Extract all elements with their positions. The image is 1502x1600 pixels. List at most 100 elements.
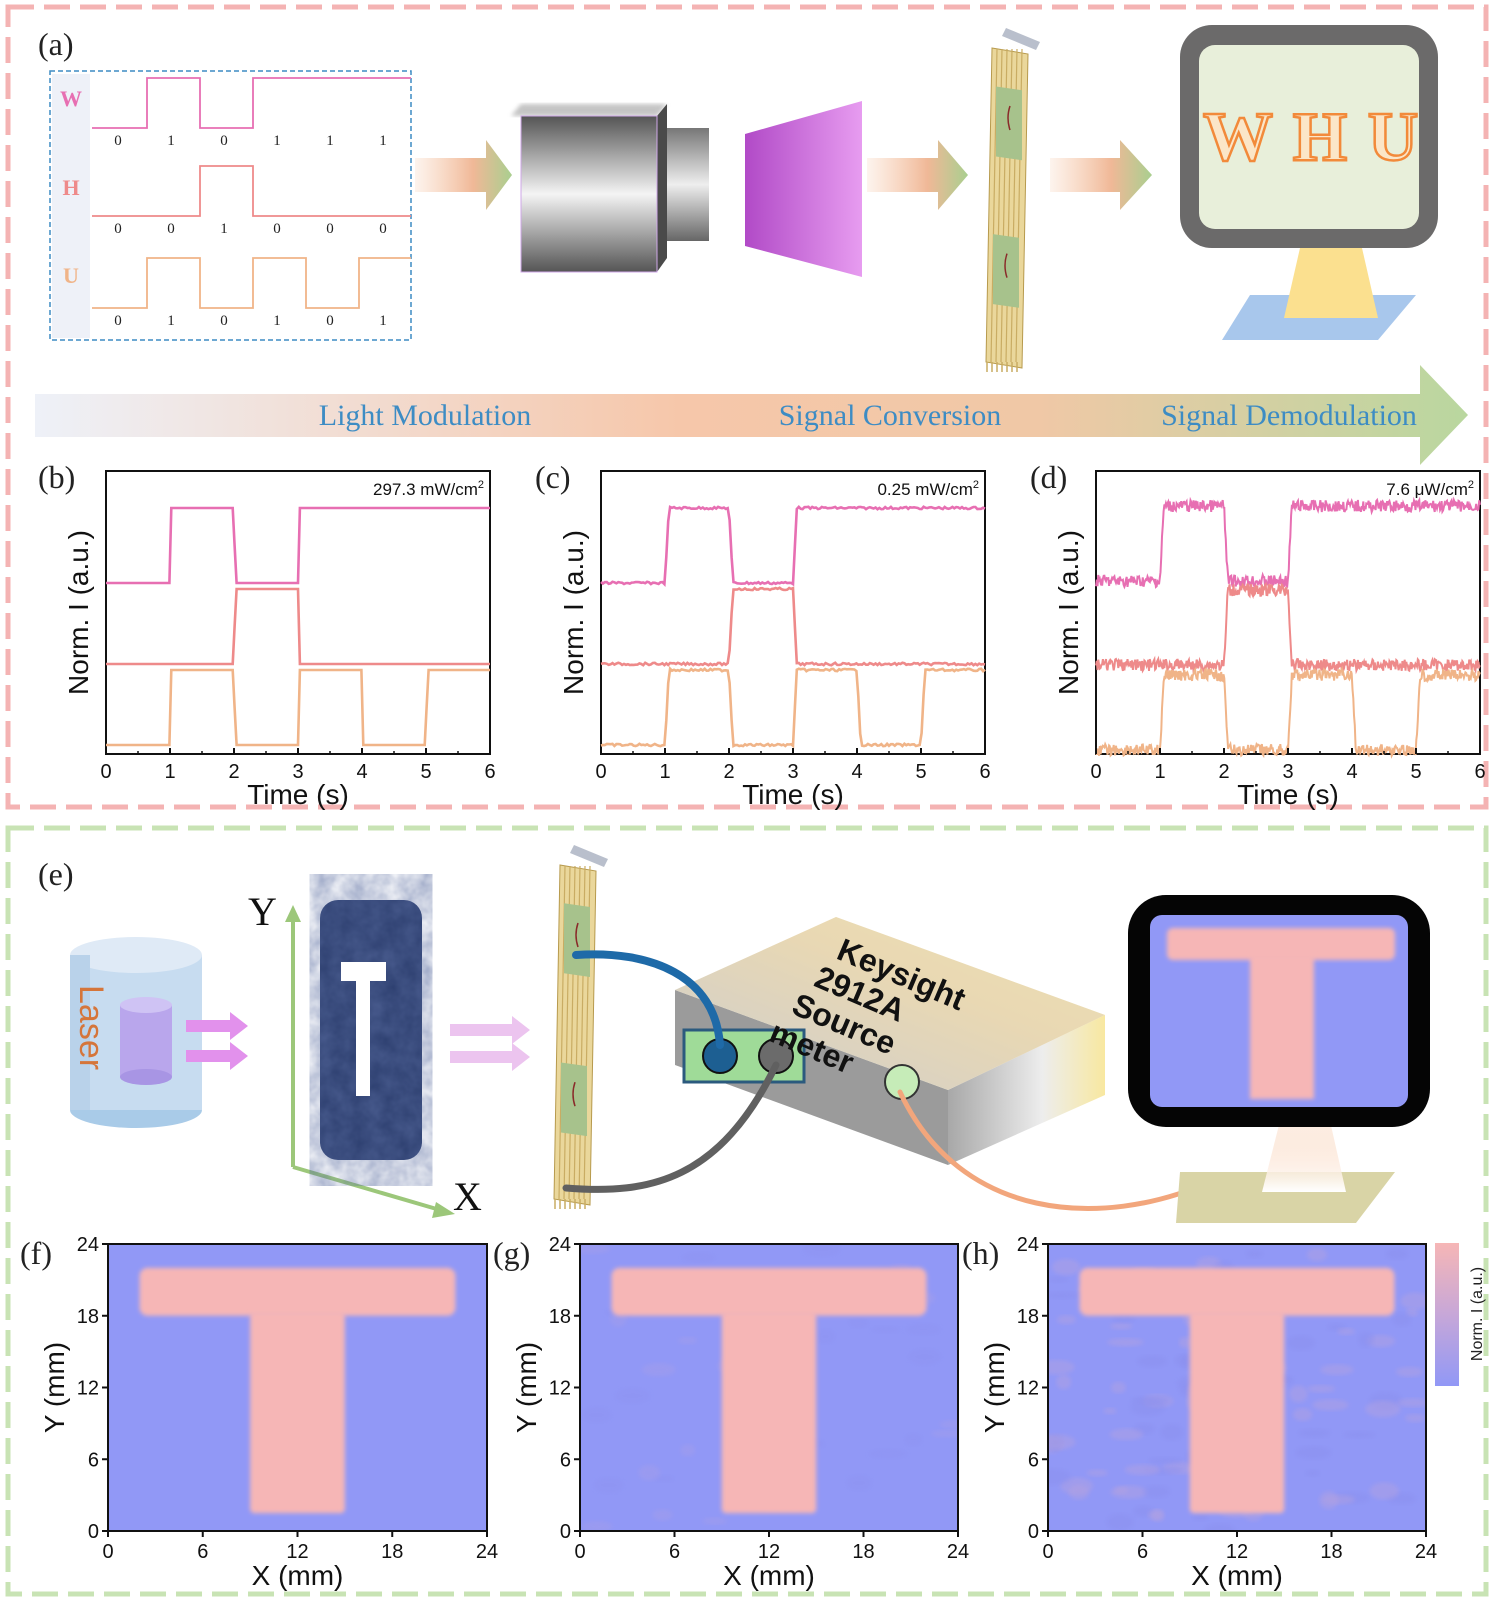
panel-label-f: (f) — [20, 1235, 52, 1271]
noise-blob — [1129, 1398, 1166, 1416]
noise-blob — [681, 1252, 716, 1264]
bit-label: 1 — [379, 133, 387, 149]
noise-blob — [1056, 1374, 1072, 1390]
y-axis-label: Y (mm) — [39, 1342, 70, 1433]
noise-blob — [1159, 1423, 1184, 1441]
bit-label: 1 — [379, 313, 387, 329]
noise-blob — [1106, 1513, 1134, 1531]
bit-label: 0 — [273, 221, 281, 237]
noise-blob — [580, 1244, 611, 1254]
strip-tab — [570, 845, 608, 867]
heatmap-field — [580, 1244, 958, 1531]
noise-blob — [1048, 1468, 1071, 1486]
x-tick-label: 3 — [1282, 761, 1293, 783]
bit-waveform-u — [92, 257, 411, 309]
y-tick-label: 24 — [1017, 1234, 1039, 1256]
flow-arrow-1 — [415, 140, 512, 210]
y-tick-label: 12 — [549, 1378, 571, 1400]
laser: Laser — [70, 937, 202, 1128]
x-tick-label: 3 — [292, 761, 303, 783]
x-tick-label: 0 — [1090, 761, 1101, 783]
noise-blob — [1312, 1399, 1349, 1411]
series-line-w — [600, 505, 986, 588]
x-tick-label: 5 — [915, 761, 926, 783]
noise-blob — [1051, 1259, 1081, 1276]
monitor-letter-w: W — [1203, 99, 1273, 176]
xy-axes — [285, 905, 455, 1218]
panel-label-g: (g) — [493, 1235, 530, 1271]
stage-signal-conversion: Signal Conversion — [779, 399, 1002, 432]
bit-label: 1 — [273, 313, 281, 329]
noise-blob — [908, 1348, 941, 1366]
bit-label: 0 — [114, 221, 122, 237]
noise-blob — [1289, 1385, 1308, 1403]
panel-label-a: (a) — [38, 26, 74, 62]
x-tick-label: 4 — [356, 761, 367, 783]
noise-blob — [593, 1477, 624, 1494]
x-tick-label: 24 — [476, 1541, 498, 1563]
noise-blob — [1365, 1400, 1401, 1418]
light-source-camera — [511, 104, 709, 273]
t-stem-region — [721, 1311, 817, 1514]
source-meter: Keysight 2912A Source meter — [675, 917, 1105, 1165]
noise-blob — [1107, 1338, 1144, 1347]
noise-blob — [652, 1509, 673, 1521]
noise-blob — [904, 1433, 923, 1447]
noise-blob — [871, 1325, 901, 1333]
t-stem-region — [1189, 1311, 1285, 1514]
noise-blob — [1322, 1494, 1355, 1505]
stage-signal-demodulation: Signal Demodulation — [1161, 399, 1417, 432]
y-tick-label: 0 — [560, 1521, 571, 1543]
x-tick-label: 12 — [758, 1541, 780, 1563]
panel-label-h: (h) — [962, 1235, 999, 1271]
x-axis-label: X (mm) — [723, 1560, 815, 1591]
x-tick-label: 1 — [659, 761, 670, 783]
x-axis-label: X (mm) — [252, 1560, 344, 1591]
noise-blob — [1174, 1354, 1191, 1367]
series-line-h — [106, 587, 490, 666]
x-tick-label: 6 — [1137, 1541, 1148, 1563]
row-letter-h: H — [62, 175, 79, 200]
heatmap-h: 0 6 12 18 24 0 6 12 18 24 X (mm) Y (mm) — [979, 1234, 1437, 1591]
bit-label: 0 — [220, 313, 228, 329]
y-tick-label: 0 — [1028, 1521, 1039, 1543]
x-tick-label: 0 — [100, 761, 111, 783]
noise-blob — [1103, 1407, 1117, 1414]
colorbar: Norm. I (a.u.) — [1435, 1243, 1486, 1386]
x-tick-label: 6 — [669, 1541, 680, 1563]
x-tick-label: 6 — [1474, 761, 1485, 783]
bit-encoding-box: W 0 1 0 1 1 1 H 0 0 1 0 0 0 U 0 1 0 1 0 1 — [49, 70, 412, 341]
irradiance-annotation: 7.6 μW/cm2 — [1386, 479, 1474, 499]
noise-blob — [614, 1387, 651, 1404]
noise-blob — [581, 1520, 613, 1531]
x-axis-label: X (mm) — [1191, 1560, 1283, 1591]
heatmap-f: 0 6 12 18 24 0 6 12 18 24 X (mm) Y (mm) — [39, 1234, 498, 1591]
noise-blob — [1369, 1482, 1400, 1500]
sensor-trace — [1007, 105, 1011, 131]
noise-blob — [1192, 1512, 1209, 1521]
y-tick-label: 12 — [1017, 1378, 1039, 1400]
y-tick-label: 24 — [77, 1234, 99, 1256]
noise-blob — [653, 1475, 675, 1483]
bit-label: 1 — [326, 133, 334, 149]
x-tick-label: 24 — [1415, 1541, 1437, 1563]
noise-blob — [1068, 1484, 1090, 1500]
x-tick-label: 1 — [1154, 761, 1165, 783]
x-tick-label: 6 — [197, 1541, 208, 1563]
noise-blob — [680, 1444, 696, 1457]
x-tick-label: 18 — [1320, 1541, 1342, 1563]
noise-blob — [1400, 1292, 1426, 1310]
t-bar-region — [139, 1267, 456, 1316]
stage-light-modulation: Light Modulation — [319, 399, 532, 432]
noise-blob — [702, 1517, 728, 1525]
noise-blob — [1148, 1456, 1183, 1465]
x-tick-label: 0 — [574, 1541, 585, 1563]
y-tick-label: 12 — [77, 1378, 99, 1400]
y-axis-label: Y (mm) — [511, 1342, 542, 1433]
y-tick-label: 18 — [549, 1306, 571, 1328]
bit-label: 0 — [167, 221, 175, 237]
noise-blob — [1245, 1249, 1264, 1258]
bit-label: 1 — [167, 313, 175, 329]
noise-blob — [930, 1429, 958, 1438]
